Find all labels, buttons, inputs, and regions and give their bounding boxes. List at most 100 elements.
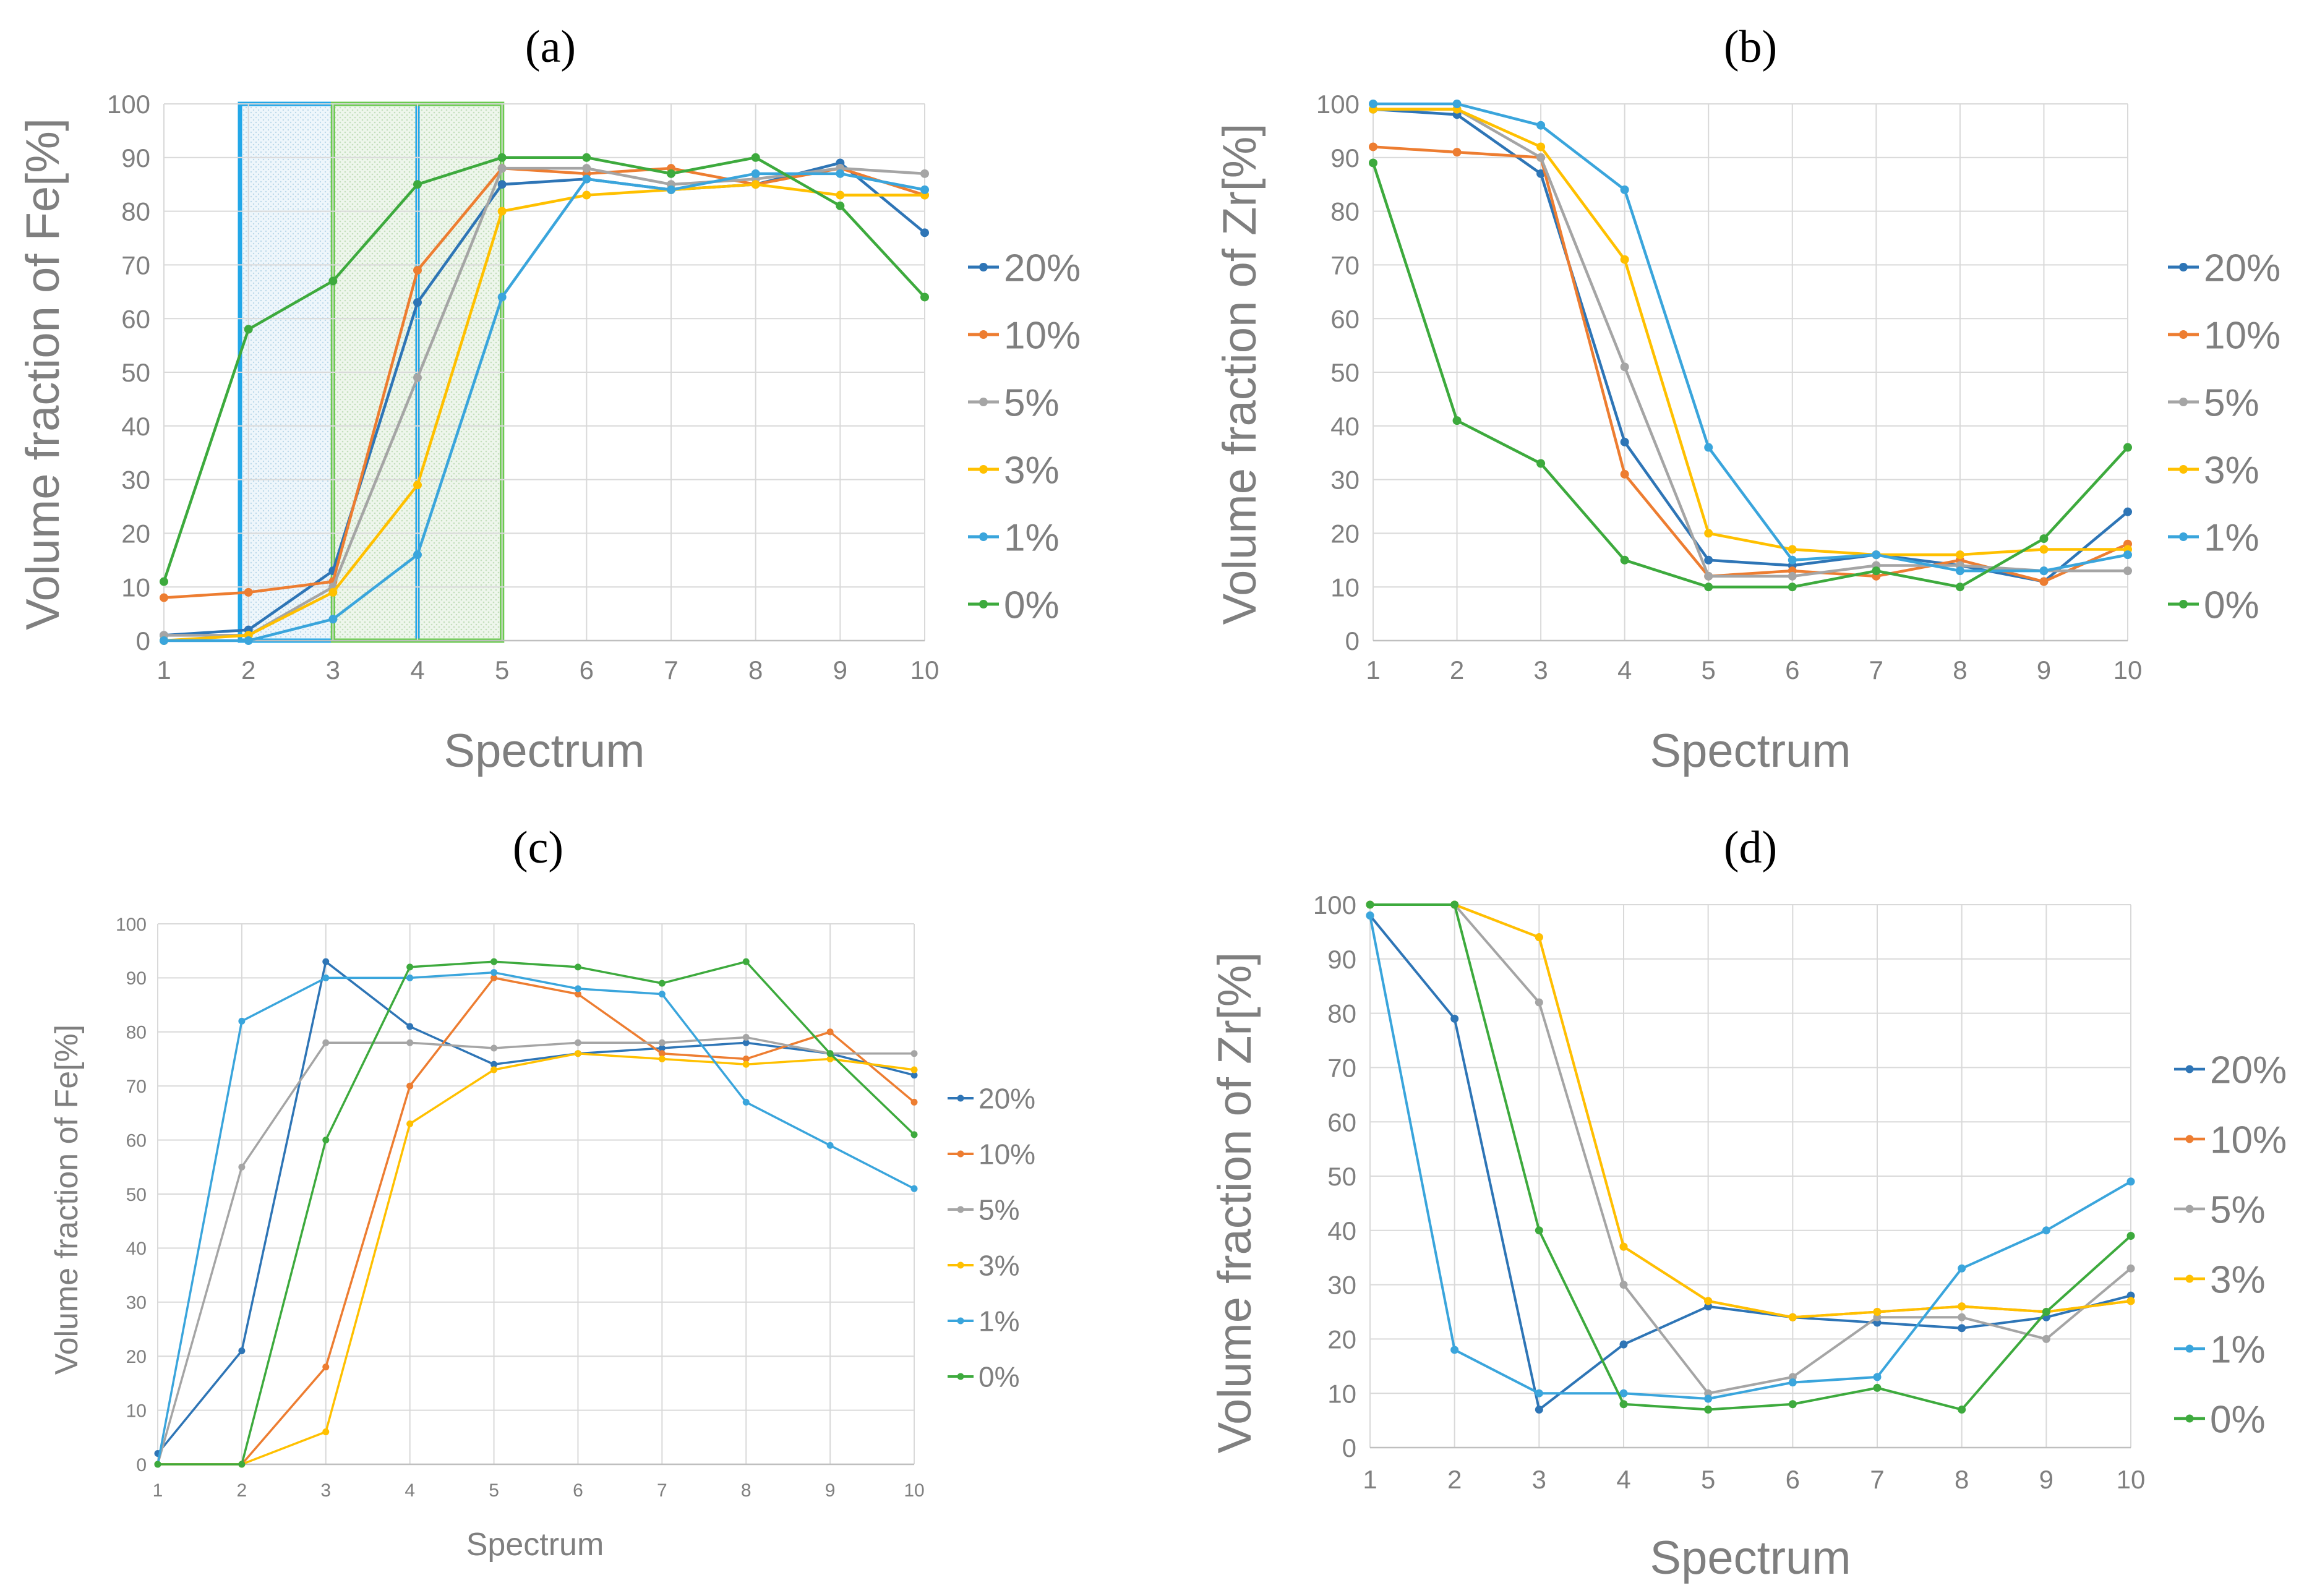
data-point-3pct [2039,545,2049,554]
legend-label-1pct: 1% [2204,516,2259,559]
y-tick-label: 100 [1316,90,1360,119]
panel-c-series [154,958,918,1468]
data-point-20pct [406,1023,414,1030]
data-point-0pct [244,325,253,334]
data-point-5pct [582,164,591,173]
y-tick-label: 70 [121,251,150,280]
data-point-0pct [2126,1232,2135,1240]
panel-b-legend: 20% 10% 5% 3% 1% 0% [2168,247,2280,626]
legend-marker-0pct [957,1373,964,1380]
data-point-10pct [1369,142,1377,151]
data-point-3pct [1958,1302,1966,1311]
x-tick-label: 5 [1701,1465,1715,1494]
data-point-1pct [406,974,414,981]
legend-marker-20pct [2179,263,2188,271]
data-point-0pct [1366,900,1374,909]
data-point-10pct [742,1056,750,1062]
legend-marker-10pct [2179,330,2188,339]
data-point-0pct [826,1050,834,1057]
y-tick-label: 100 [107,90,150,119]
panel-b-y-ticks: 0 10 20 30 40 50 60 70 80 90 100 [1316,90,1360,655]
legend-label-5pct: 5% [2210,1188,2266,1231]
legend-label-10pct: 10% [2204,314,2280,357]
legend-marker-5pct [2179,398,2188,406]
data-point-5pct [1704,571,1713,581]
data-point-0pct [751,153,760,162]
series-line-3pct [1370,903,2131,1319]
x-tick-label: 6 [1785,655,1799,685]
y-tick-label: 70 [126,1077,147,1097]
data-point-5pct [497,164,507,173]
series-line-1pct [164,172,925,642]
x-tick-label: 4 [410,655,424,685]
y-tick-label: 0 [136,1455,147,1475]
data-point-3pct [1788,1313,1797,1321]
y-tick-label: 90 [121,143,150,173]
legend-marker-20pct [979,263,988,271]
data-point-1pct [751,169,760,178]
legend-marker-10pct [2185,1135,2194,1143]
data-point-10pct [826,1028,834,1036]
data-point-3pct [413,480,422,490]
series-line-1pct [1373,102,2128,573]
x-tick-label: 10 [2113,655,2143,685]
x-tick-label: 1 [1363,1465,1377,1494]
data-point-1pct [1788,1378,1797,1387]
panel-d-legend: 20% 10% 5% 3% 1% 0% [2174,1049,2287,1441]
x-tick-label: 3 [320,1480,331,1501]
series-line-5pct [1373,108,2128,578]
data-point-1pct [574,985,581,992]
data-point-20pct [742,1039,750,1046]
panel-d-x-ticks: 1 2 3 4 5 6 7 8 9 10 [1363,1465,2145,1494]
data-point-1pct [413,550,422,560]
x-tick-label: 2 [241,655,255,685]
data-point-1pct [1958,1264,1966,1273]
data-point-0pct [920,292,929,302]
data-point-0pct [2039,534,2049,544]
legend-label-20pct: 20% [1004,247,1081,289]
data-point-5pct [322,1039,330,1046]
data-point-3pct [322,1428,330,1436]
legend-marker-0pct [979,600,988,608]
data-point-5pct [742,1034,750,1041]
panel-a-y-axis-title: Volume fraction of Fe[%] [17,118,69,630]
legend-marker-5pct [979,398,988,406]
data-point-10pct [1620,469,1629,479]
panel-c-y-axis-title: Volume fraction of Fe[%] [49,1025,85,1375]
legend-marker-1pct [2185,1344,2194,1353]
data-point-0pct [413,180,422,189]
y-tick-label: 80 [1330,197,1360,226]
data-point-0pct [497,153,507,162]
x-tick-label: 7 [664,655,678,685]
legend-label-10pct: 10% [1004,314,1081,357]
x-tick-label: 5 [489,1480,499,1501]
data-point-10pct [490,974,498,981]
data-point-20pct [920,228,929,237]
legend-marker-20pct [2185,1065,2194,1073]
data-point-10pct [322,1363,330,1371]
data-point-0pct [742,958,750,965]
data-point-5pct [1788,571,1797,581]
y-tick-label: 60 [1330,304,1360,333]
data-point-1pct [1704,1394,1713,1403]
y-tick-label: 80 [126,1023,147,1043]
data-point-3pct [1619,1242,1628,1251]
y-tick-label: 20 [126,1347,147,1367]
panel-d-series [1366,900,2135,1414]
data-point-0pct [1536,459,1546,468]
legend-label-3pct: 3% [2204,449,2259,492]
legend-label-10pct: 10% [979,1138,1035,1171]
legend-label-20pct: 20% [2204,247,2280,289]
data-point-5pct [910,1050,918,1057]
data-point-0pct [1620,555,1629,565]
panel-c-y-ticks: 0 10 20 30 40 50 60 70 80 90 100 [116,915,147,1475]
panel-b-series [1369,100,2132,592]
x-tick-label: 6 [573,1480,583,1501]
legend-label-0pct: 0% [2204,584,2259,626]
legend-label-20pct: 20% [979,1083,1035,1115]
legend-label-1pct: 1% [2210,1328,2266,1371]
data-point-5pct [1535,998,1543,1007]
series-line-5pct [1370,903,2132,1395]
panel-b-y-axis-title: Volume fraction of Zr[%] [1214,124,1266,625]
